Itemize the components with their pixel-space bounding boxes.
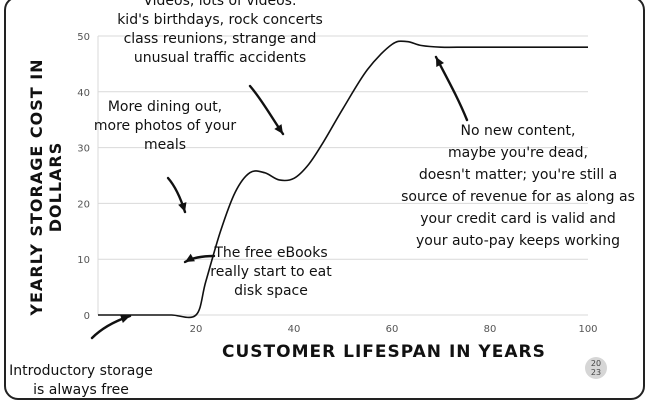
annotation-line: your auto-pay keeps working	[416, 233, 620, 249]
arrowhead	[274, 124, 283, 134]
chart-frame	[4, 0, 645, 400]
annotation-line: The free eBooks	[214, 245, 328, 261]
arrowhead	[185, 253, 195, 262]
annotation-line: Introductory storage	[9, 363, 153, 379]
y-axis-label: Yearly storage cost in dollars	[27, 58, 65, 316]
annotation-no-new-content: No new content, maybe you're dead, doesn…	[398, 120, 638, 252]
annotation-dining: More dining out, more photos of your mea…	[80, 98, 250, 155]
annotation-arrow	[434, 55, 469, 122]
annotation-ebooks: The free eBooks really start to eat disk…	[196, 244, 346, 301]
arrowhead	[436, 57, 445, 67]
y-tick-label: 40	[77, 88, 90, 99]
series-lines	[98, 40, 588, 319]
x-axis-label: Customer lifespan in years	[222, 342, 546, 362]
x-tick-label: 80	[484, 324, 497, 335]
year-badge: 20 23	[585, 357, 607, 379]
annotation-line: more photos of your	[93, 118, 237, 134]
annotation-line: is always free	[33, 382, 129, 398]
gridlines	[97, 35, 588, 316]
annotation-line: class reunions, strange and	[123, 31, 317, 47]
y-tick-labels: 0 10 20 30 40 50	[77, 32, 90, 322]
y-tick-label: 0	[84, 311, 90, 322]
x-tick-label: 20	[190, 324, 203, 335]
x-tick-label: 60	[386, 324, 399, 335]
annotation-intro-free: Introductory storage is always free	[6, 362, 156, 400]
y-tick-label: 50	[77, 32, 90, 43]
annotation-line: source of revenue for as along as	[401, 189, 635, 205]
annotation-line: More dining out,	[107, 99, 223, 115]
annotation-line: No new content,	[460, 123, 576, 139]
series-line	[98, 40, 588, 319]
annotation-line: maybe you're dead,	[448, 145, 588, 161]
annotation-line: your credit card is valid and	[420, 211, 616, 227]
y-tick-label: 20	[77, 199, 90, 210]
annotation-arrows	[90, 55, 469, 340]
x-tick-label: 100	[578, 324, 597, 335]
x-tick-label: 40	[288, 324, 301, 335]
arrowhead	[178, 202, 187, 212]
x-tick-labels: 20 40 60 80 100	[190, 324, 598, 335]
annotation-videos: Videos, lots of videos: kid's birthdays,…	[100, 0, 340, 68]
arrowhead	[120, 314, 130, 323]
annotation-line: unusual traffic accidents	[133, 50, 307, 66]
y-tick-label: 10	[77, 255, 90, 266]
annotation-line: Videos, lots of videos:	[143, 0, 297, 9]
annotation-line: disk space	[234, 283, 308, 299]
annotation-line: really start to eat	[210, 264, 332, 280]
annotation-line: meals	[143, 137, 186, 153]
y-tick-label: 30	[77, 144, 90, 155]
annotation-line: kid's birthdays, rock concerts	[117, 12, 323, 28]
annotation-line: doesn't matter; you're still a	[418, 167, 618, 183]
